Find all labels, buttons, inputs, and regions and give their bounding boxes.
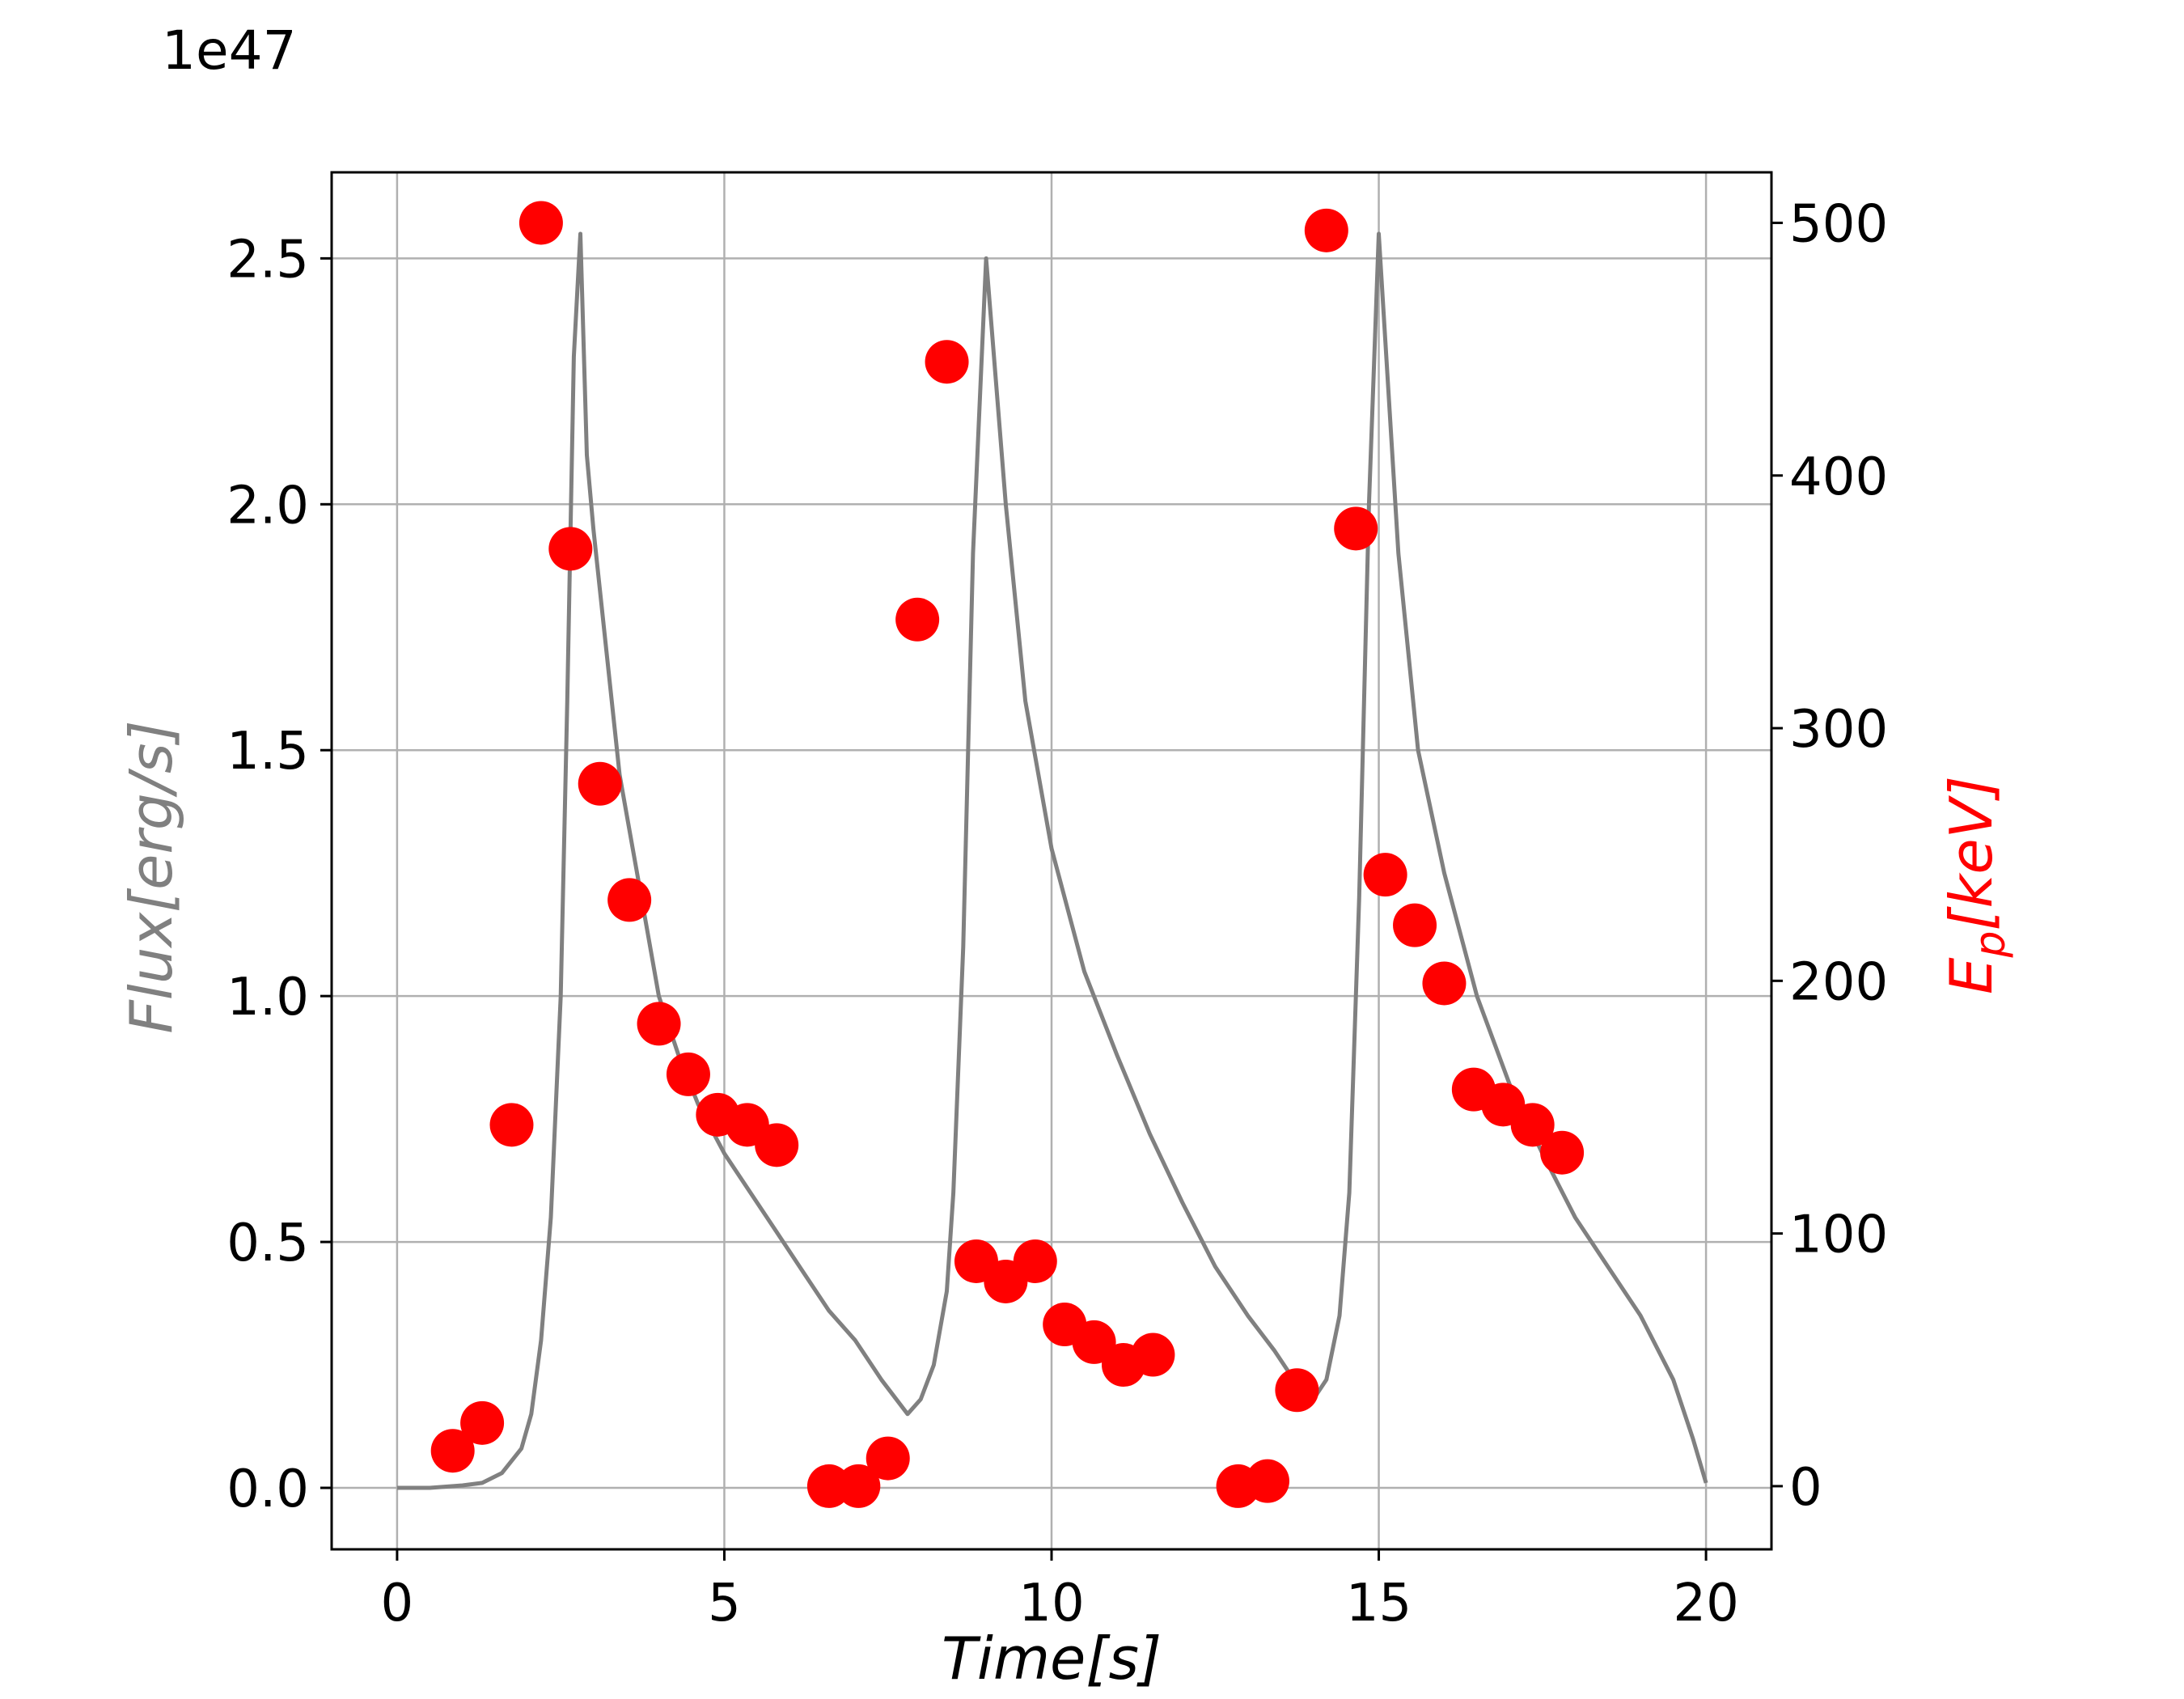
y-axis-label-left: Flux[erg/s]	[117, 720, 185, 1033]
ep-series-points	[430, 201, 1585, 1508]
ep-point-14	[866, 1436, 910, 1481]
ep-point-35	[1540, 1130, 1585, 1175]
y-axis-label-right: Ep[keV]	[1937, 776, 2015, 994]
ep-point-8	[666, 1052, 710, 1096]
ep-point-19	[1013, 1239, 1057, 1283]
x-tick-label-1: 5	[708, 1574, 741, 1633]
x-tick-label-4: 20	[1673, 1574, 1738, 1633]
ep-point-6	[607, 878, 652, 922]
y-tick-label-2: 1.0	[226, 968, 309, 1027]
y-tick-label-5: 2.5	[226, 230, 309, 290]
y-tick-label-3: 1.5	[226, 722, 309, 782]
ep-point-30	[1393, 903, 1437, 947]
ep-point-0	[430, 1429, 475, 1473]
ep-point-2	[489, 1103, 534, 1147]
y-offset-label: 1e47	[162, 19, 297, 82]
ep-point-21	[1072, 1320, 1116, 1364]
ep-point-4	[548, 527, 593, 571]
ep-point-5	[578, 761, 622, 806]
x-tick-label-3: 15	[1346, 1574, 1412, 1633]
y2-tick-label-2: 200	[1789, 952, 1888, 1012]
grid-lines	[332, 172, 1771, 1549]
y2-tick-label-5: 500	[1789, 194, 1888, 254]
ep-point-7	[637, 1002, 681, 1046]
ep-point-26	[1275, 1368, 1319, 1413]
ep-point-16	[925, 340, 969, 384]
ep-point-31	[1422, 961, 1467, 1006]
ep-point-29	[1363, 853, 1407, 897]
ep-point-3	[518, 201, 563, 245]
y2-tick-label-3: 300	[1789, 700, 1888, 760]
ep-point-15	[895, 597, 940, 642]
ep-point-23	[1131, 1333, 1175, 1377]
ep-point-1	[460, 1400, 505, 1445]
y-tick-label-0: 0.0	[226, 1460, 309, 1519]
ep-point-11	[755, 1123, 799, 1167]
ep-point-27	[1304, 208, 1348, 252]
y-tick-label-1: 0.5	[226, 1214, 309, 1273]
x-tick-label-0: 0	[381, 1574, 414, 1633]
ep-point-25	[1246, 1459, 1289, 1503]
flux-series-line	[396, 231, 1708, 1490]
y2-tick-label-4: 400	[1789, 447, 1888, 507]
ep-point-13	[836, 1464, 881, 1508]
x-tick-label-2: 10	[1018, 1574, 1084, 1633]
y2-tick-label-1: 100	[1789, 1205, 1888, 1265]
x-axis-label: Time[s]	[942, 1625, 1162, 1693]
y-tick-label-4: 2.0	[226, 476, 309, 536]
ep-point-34	[1510, 1103, 1555, 1147]
axis-ticks: 0 5 10 15 20 0.0 0.5 1.0 1.5 2.0 2.5 0 100 200 300 400 5…	[226, 194, 1888, 1633]
y2-tick-label-0: 0	[1789, 1458, 1822, 1518]
ep-point-28	[1334, 506, 1378, 551]
